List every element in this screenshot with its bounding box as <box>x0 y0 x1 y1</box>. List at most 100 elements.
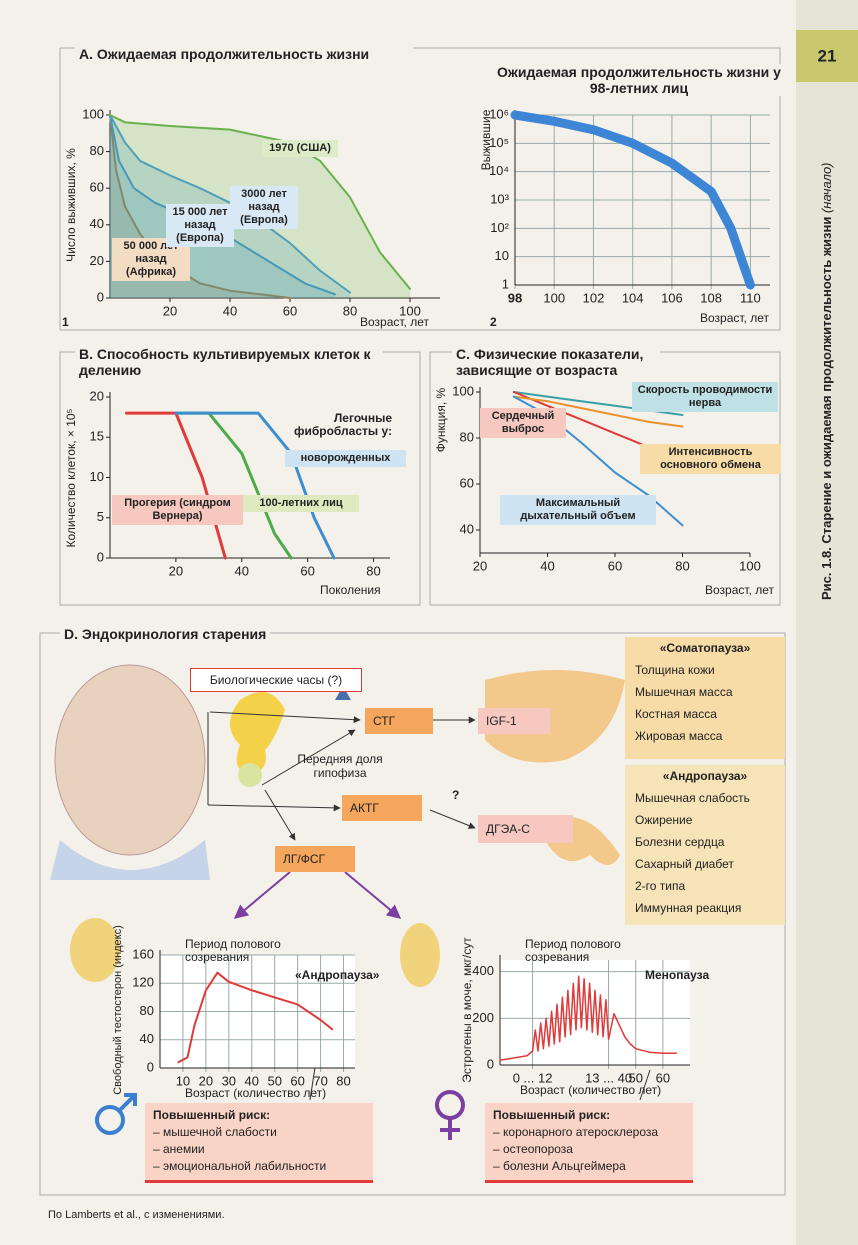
y-tick-label: 100 <box>452 383 474 398</box>
y-tick-label: 0 <box>147 1059 154 1074</box>
y-axis-label: Эстрогены в моче, мкг/сут <box>460 937 474 1083</box>
series-label: Интенсивность основного обмена <box>640 444 781 474</box>
andropause-panel: «Андропауза» Мышечная слабость Ожирение … <box>625 765 785 925</box>
y-tick-label: 1 <box>502 276 509 291</box>
x-tick-label: 20 <box>473 558 487 573</box>
panel-number: 1 <box>62 315 69 329</box>
side-strip <box>796 0 858 1245</box>
series-label: Максимальный дыхательный объем <box>500 495 656 525</box>
y-tick-label: 80 <box>460 429 474 444</box>
series-label: Скорость проводимости нерва <box>632 382 778 412</box>
x-tick-label: 98 <box>508 290 522 305</box>
arrow <box>207 804 341 812</box>
x-tick-label: 100 <box>543 290 565 305</box>
line <box>109 114 351 294</box>
x-tick-label: 104 <box>622 290 644 305</box>
y-tick-label: 0 <box>487 1056 494 1071</box>
y-tick-label: 200 <box>472 1010 494 1025</box>
side-title: Рис. 1.8. Старение и ожидаемая продолжит… <box>819 162 834 600</box>
frame-c <box>429 351 781 606</box>
x-tick-label: 50 <box>267 1073 281 1088</box>
y-tick-label: 20 <box>90 253 104 268</box>
x-tick-label: 106 <box>661 290 683 305</box>
panel-number: 2 <box>490 315 497 329</box>
x-axis-label: Возраст, лет <box>700 311 769 325</box>
risk-item: – болезни Альцгеймера <box>493 1159 626 1173</box>
x-tick-label: 40 <box>235 563 249 578</box>
y-axis-label: Количество клеток, × 10⁵ <box>64 408 78 547</box>
x-axis-label: Поколения <box>320 583 381 597</box>
somatopause-title: «Соматопауза» <box>659 641 751 655</box>
x-axis-label: Возраст (количество лет) <box>520 1083 662 1097</box>
face-illustration <box>54 664 206 856</box>
chart-label: «Андропауза» <box>295 968 380 982</box>
pointer <box>639 1069 651 1101</box>
liver-icon <box>485 670 625 763</box>
x-tick-label: 100 <box>399 303 421 318</box>
stg-box: СТГ <box>365 708 433 734</box>
annotation: Период полового созревания <box>185 937 281 964</box>
female-symbol <box>435 1090 465 1140</box>
risk-item: – коронарного атеросклероза <box>493 1125 659 1139</box>
page-number-box <box>796 30 858 82</box>
x-tick-label: 40 <box>245 1073 259 1088</box>
risk-item: – анемии <box>153 1142 205 1156</box>
side-title-main: Рис. 1.8. Старение и ожидаемая продолжит… <box>819 217 834 600</box>
risk-female-box: Повышенный риск: – коронарного атероскле… <box>485 1103 693 1183</box>
line <box>510 110 755 290</box>
male-symbol <box>95 1093 137 1135</box>
side-title-note: (начало) <box>819 162 834 213</box>
x-axis-label: Возраст (количество лет) <box>185 1086 327 1100</box>
y-tick-label: 80 <box>140 1003 154 1018</box>
andropause-item: Иммунная реакция <box>635 901 742 915</box>
y-tick-label: 0 <box>97 289 104 304</box>
somatopause-item: Костная масса <box>635 707 717 721</box>
y-tick-label: 60 <box>460 475 474 490</box>
y-tick-label: 80 <box>90 143 104 158</box>
arrow <box>233 871 291 919</box>
y-tick-label: 10³ <box>490 191 509 206</box>
somatopause-item: Мышечная масса <box>635 685 733 699</box>
y-tick-label: 60 <box>90 180 104 195</box>
y-axis-label: Выжившие <box>479 109 493 170</box>
y-tick-label: 0 <box>97 549 104 564</box>
series-label: Прогерия (синдром Вернера) <box>112 495 243 525</box>
pituitary-label: Передняя доля гипофиза <box>297 752 383 780</box>
x-tick-label: 100 <box>739 558 761 573</box>
chart-title: A. Ожидаемая продолжительность жизни <box>75 46 413 62</box>
footer: По Lamberts et al., с изменениями. <box>48 1209 225 1221</box>
risk-male-box: Повышенный риск: – мышечной слабости – а… <box>145 1103 373 1183</box>
andropause-item: Болезни сердца <box>635 835 725 849</box>
y-tick-label: 100 <box>82 106 104 121</box>
y-axis-label: Число выживших, % <box>64 148 78 262</box>
y-tick-label: 400 <box>472 963 494 978</box>
somatopause-item: Толщина кожи <box>635 663 715 677</box>
lh-box: ЛГ/ФСГ <box>275 846 355 872</box>
y-tick-label: 15 <box>90 429 104 444</box>
risk-item: – мышечной слабости <box>153 1125 277 1139</box>
andropause-item: 2-го типа <box>635 879 686 893</box>
andropause-title: «Андропауза» <box>662 769 748 783</box>
chart-title: B. Способность культивируемых клеток к д… <box>75 346 383 378</box>
arrow <box>429 809 476 829</box>
line <box>512 395 684 428</box>
series-label: 100-летних лиц <box>243 495 359 512</box>
series-label: 3000 лет назад (Европа) <box>230 186 298 229</box>
testis-icon <box>70 918 120 982</box>
risk-item: – остеопороза <box>493 1142 573 1156</box>
bio-clock-box: Биологические часы (?) <box>190 668 362 692</box>
annotation: Легочные фибробласты у: <box>293 411 392 438</box>
y-tick-label: 160 <box>132 946 154 961</box>
section-d-title: D. Эндокринология старения <box>60 626 271 642</box>
series-label: 15 000 лет назад (Европа) <box>166 204 234 247</box>
y-tick-label: 40 <box>140 1031 154 1046</box>
x-tick-label: 20 <box>163 303 177 318</box>
x-tick-label: 80 <box>336 1073 350 1088</box>
series-label: Сердечный выброс <box>480 408 566 438</box>
andropause-item: Сахарный диабет <box>635 857 734 871</box>
y-tick-label: 40 <box>90 216 104 231</box>
x-axis-label: Возраст, лет <box>705 583 774 597</box>
x-tick-label: 40 <box>223 303 237 318</box>
andropause-item: Ожирение <box>635 813 693 827</box>
